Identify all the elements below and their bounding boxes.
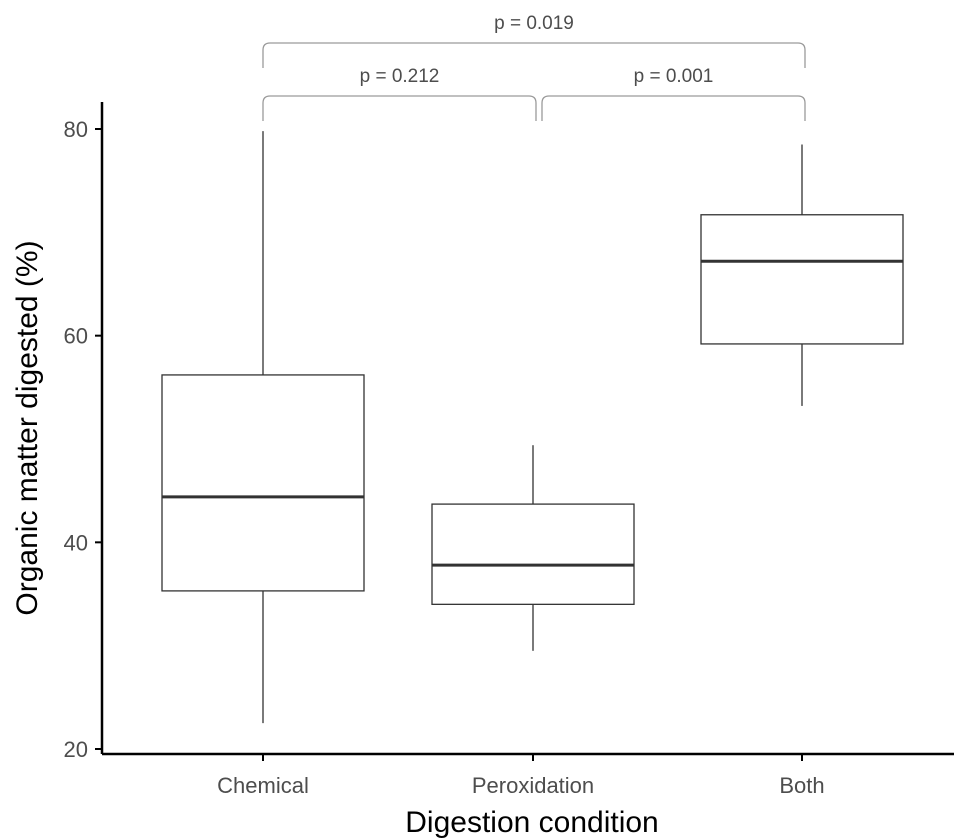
p-value-label: p = 0.019 bbox=[494, 13, 574, 34]
significance-bracket bbox=[262, 95, 537, 121]
significance-bracket bbox=[541, 95, 806, 121]
y-tick-label: 60 bbox=[64, 324, 88, 349]
box bbox=[700, 214, 904, 345]
y-tick-label: 80 bbox=[64, 117, 88, 142]
p-value-label: p = 0.001 bbox=[634, 66, 714, 87]
y-tick-label: 20 bbox=[64, 737, 88, 762]
x-tick-label: Peroxidation bbox=[472, 773, 594, 798]
y-axis-title: Organic matter digested (%) bbox=[11, 240, 44, 615]
axes bbox=[100, 102, 954, 756]
box-plot-area bbox=[161, 131, 904, 724]
p-value-label: p = 0.212 bbox=[360, 66, 440, 87]
y-axis-ticks: 20 40 60 80 bbox=[64, 117, 102, 762]
x-tick-label: Both bbox=[779, 773, 824, 798]
x-axis-ticks: Chemical Peroxidation Both bbox=[217, 754, 825, 798]
significance-brackets: p = 0.019 p = 0.212 p = 0.001 bbox=[262, 13, 806, 121]
box bbox=[431, 503, 635, 605]
box bbox=[161, 374, 365, 592]
x-axis-title: Digestion condition bbox=[405, 806, 659, 838]
significance-bracket bbox=[262, 42, 806, 68]
x-tick-label: Chemical bbox=[217, 773, 309, 798]
y-tick-label: 40 bbox=[64, 530, 88, 555]
